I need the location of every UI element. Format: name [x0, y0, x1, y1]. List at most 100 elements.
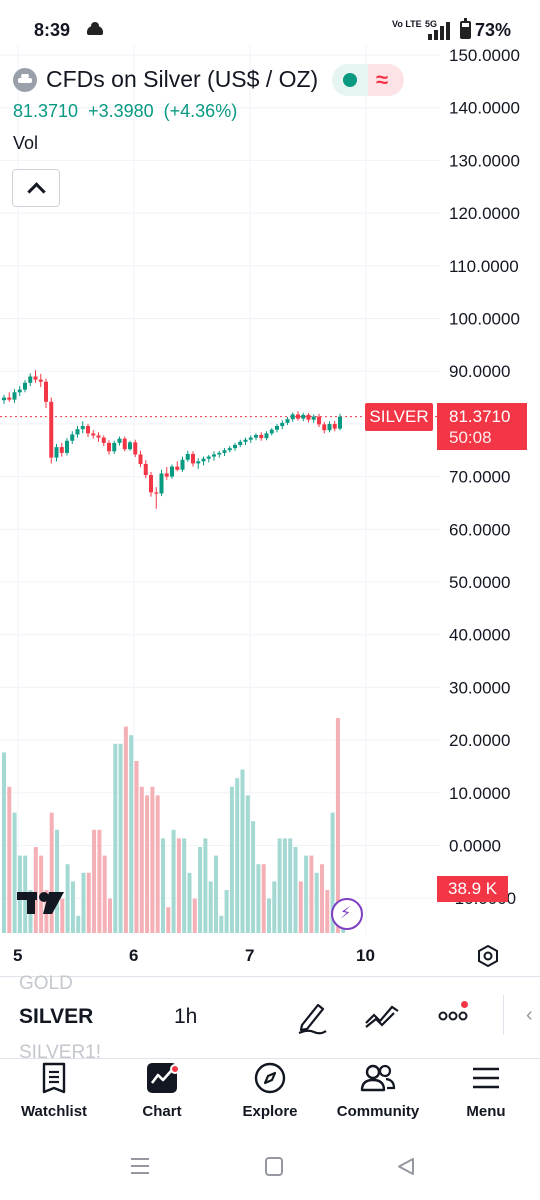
interval-selector[interactable]: 1h	[174, 1005, 198, 1028]
market-status-pill[interactable]: ≈	[332, 64, 404, 96]
volume-bar	[92, 829, 97, 933]
volume-bar	[261, 864, 266, 933]
price-axis-label: 100.0000	[449, 310, 520, 329]
candle	[80, 426, 85, 430]
price-axis-label: 20.0000	[449, 731, 510, 750]
volume-bar	[235, 778, 240, 933]
candle	[217, 452, 222, 455]
signal-icon	[428, 22, 452, 40]
symbol-price-tag: SILVER	[365, 403, 433, 431]
indicators-icon[interactable]	[364, 1003, 400, 1029]
volume-bar	[182, 838, 187, 933]
volume-bar	[256, 864, 261, 933]
nav-chart[interactable]: Chart	[108, 1062, 216, 1120]
candle	[75, 429, 80, 435]
chart-settings-icon[interactable]	[476, 944, 500, 968]
back-icon[interactable]	[396, 1157, 416, 1177]
compass-icon	[254, 1062, 286, 1094]
candle	[196, 461, 201, 464]
candle	[28, 376, 33, 383]
price-axis-label: 150.0000	[449, 46, 520, 65]
candle	[149, 475, 153, 493]
nav-menu[interactable]: Menu	[432, 1062, 540, 1120]
volume-bar	[298, 881, 303, 933]
collapse-legend-button[interactable]	[12, 169, 60, 207]
volume-bar	[113, 743, 118, 933]
candle	[164, 473, 169, 477]
volume-bar	[2, 752, 6, 933]
nav-label: Community	[336, 1103, 420, 1120]
chevron-left-icon[interactable]: ‹	[526, 1004, 533, 1026]
price-summary: 81.3710 +3.3980 (+4.36%)	[13, 101, 247, 122]
candle	[180, 459, 185, 470]
volume-bar	[245, 795, 250, 933]
recents-icon[interactable]	[130, 1157, 150, 1175]
volume-bar	[272, 881, 277, 933]
candle	[332, 423, 337, 429]
volume-bar	[134, 761, 139, 933]
candle	[301, 414, 306, 419]
chart-badge-icon	[170, 1064, 180, 1074]
candle	[306, 414, 311, 420]
candle	[23, 382, 27, 390]
volume-bar	[282, 838, 287, 933]
candle	[7, 397, 12, 400]
volume-bar	[192, 898, 197, 933]
volume-bar	[102, 855, 107, 933]
price-axis-label: 140.0000	[449, 99, 520, 118]
volume-legend[interactable]: Vol	[13, 133, 39, 153]
candle	[70, 434, 75, 441]
candle	[238, 441, 243, 445]
candle	[222, 450, 227, 453]
nav-community[interactable]: Community	[324, 1062, 432, 1120]
nav-explore[interactable]: Explore	[216, 1062, 324, 1120]
current-symbol[interactable]: SILVER	[19, 1005, 94, 1028]
volume-bar	[55, 829, 59, 933]
status-time: 8:39	[34, 20, 71, 40]
candle	[65, 440, 69, 453]
price-chart[interactable]: 150.0000 140.0000 130.0000 120.0000 110.0000…	[0, 45, 540, 935]
volume-bar	[335, 718, 340, 933]
volume-bar	[208, 881, 213, 933]
last-price: 81.3710	[13, 101, 79, 121]
candle	[175, 466, 180, 470]
price-axis-label: 10.0000	[449, 784, 510, 803]
volume-bar	[325, 890, 330, 933]
nav-label: Watchlist	[20, 1103, 88, 1120]
candle	[327, 423, 332, 431]
price-change: +3.3980	[88, 101, 154, 121]
volume-bar	[145, 795, 150, 933]
nav-watchlist[interactable]: Watchlist	[0, 1062, 108, 1120]
more-icon[interactable]	[438, 1008, 470, 1022]
volume-bar	[176, 838, 181, 933]
candle	[143, 463, 148, 476]
prev-symbol[interactable]: GOLD	[19, 973, 73, 991]
candle	[191, 453, 195, 464]
price-axis-label: 40.0000	[449, 626, 510, 645]
home-icon[interactable]	[264, 1157, 284, 1177]
candle	[154, 492, 159, 494]
volume-bar	[214, 855, 218, 933]
volume-bar	[108, 898, 112, 933]
volume-bar	[139, 786, 144, 933]
volume-bar	[155, 795, 160, 933]
volume-bar	[118, 743, 123, 933]
time-axis-label: 7	[245, 946, 255, 965]
volume-bar	[267, 898, 271, 933]
volume-bar	[65, 864, 70, 933]
symbol-title[interactable]: CFDs on Silver (US$ / OZ)	[46, 66, 319, 92]
flash-icon[interactable]	[331, 898, 363, 930]
candle	[259, 434, 264, 439]
price-axis-label: 90.0000	[449, 362, 510, 381]
pencil-icon[interactable]	[296, 999, 328, 1035]
next-symbol[interactable]: SILVER1!	[19, 1042, 102, 1058]
candle	[112, 442, 117, 452]
tradingview-logo-icon[interactable]	[17, 888, 65, 916]
volume-bar	[97, 829, 102, 933]
volume-bar	[330, 812, 335, 933]
current-price-tag: 81.3710 50:08	[437, 403, 527, 450]
volume-bar	[49, 812, 54, 933]
candle	[49, 401, 54, 458]
candle	[338, 416, 342, 429]
nav-label: Explore	[242, 1103, 298, 1120]
